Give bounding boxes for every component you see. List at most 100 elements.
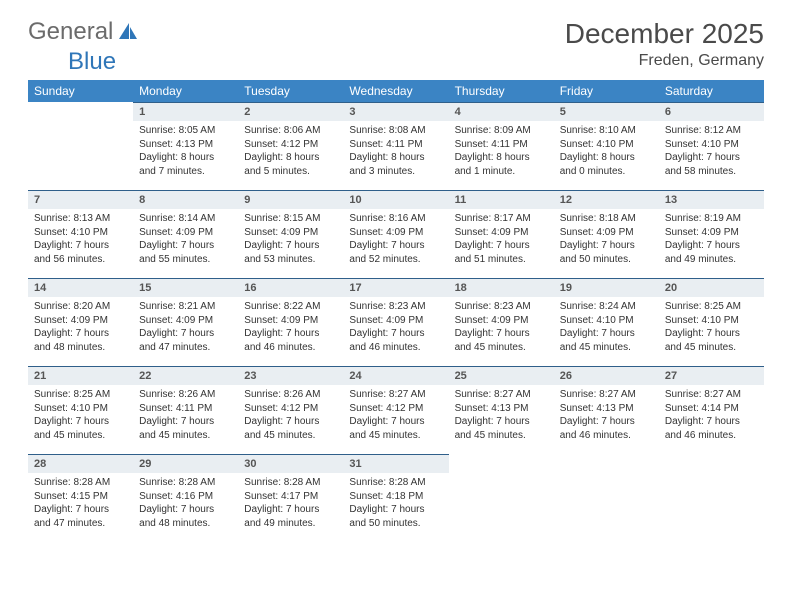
calendar-cell: 22 Sunrise: 8:26 AMSunset: 4:11 PMDayligh… — [133, 366, 238, 454]
sunset-line: Sunset: 4:09 PM — [139, 226, 232, 240]
day-number: 22 — [133, 366, 238, 385]
day-number: 6 — [659, 102, 764, 121]
day-body: Sunrise: 8:28 AMSunset: 4:17 PMDaylight:… — [238, 473, 343, 536]
calendar-cell: 29Sunrise: 8:28 AMSunset: 4:16 PMDayligh… — [133, 454, 238, 542]
calendar-cell: 27Sunrise: 8:27 AMSunset: 4:14 PMDayligh… — [659, 366, 764, 454]
calendar-cell: 0 — [449, 454, 554, 542]
daylight-line: Daylight: 7 hours and 48 minutes. — [139, 503, 232, 530]
day-number: 19 — [554, 278, 659, 297]
day-number: 8 — [133, 190, 238, 209]
calendar-row: 21Sunrise: 8:25 AMSunset: 4:10 PMDayligh… — [28, 366, 764, 454]
daylight-line: Daylight: 7 hours and 48 minutes. — [34, 327, 127, 354]
sunrise-line: Sunrise: 8:23 AM — [455, 300, 548, 314]
calendar-cell: 31Sunrise: 8:28 AMSunset: 4:18 PMDayligh… — [343, 454, 448, 542]
day-body: Sunrise: 8:28 AMSunset: 4:15 PMDaylight:… — [28, 473, 133, 536]
sunrise-line: Sunrise: 8:25 AM — [34, 388, 127, 402]
sunrise-line: Sunrise: 8:28 AM — [139, 476, 232, 490]
day-body: Sunrise: 8:28 AMSunset: 4:16 PMDaylight:… — [133, 473, 238, 536]
day-number: 25 — [449, 366, 554, 385]
calendar-cell: 11Sunrise: 8:17 AMSunset: 4:09 PMDayligh… — [449, 190, 554, 278]
day-number: 7 — [28, 190, 133, 209]
day-body: Sunrise: 8:27 AMSunset: 4:12 PMDaylight:… — [343, 385, 448, 448]
sunset-line: Sunset: 4:14 PM — [665, 402, 758, 416]
day-body: Sunrise: 8:17 AMSunset: 4:09 PMDaylight:… — [449, 209, 554, 272]
daylight-line: Daylight: 8 hours and 7 minutes. — [139, 151, 232, 178]
day-number: 12 — [554, 190, 659, 209]
sunset-line: Sunset: 4:16 PM — [139, 490, 232, 504]
col-friday: Friday — [554, 80, 659, 102]
sunset-line: Sunset: 4:11 PM — [455, 138, 548, 152]
calendar-row: 7Sunrise: 8:13 AMSunset: 4:10 PMDaylight… — [28, 190, 764, 278]
daylight-line: Daylight: 7 hours and 52 minutes. — [349, 239, 442, 266]
calendar-cell: 5Sunrise: 8:10 AMSunset: 4:10 PMDaylight… — [554, 102, 659, 190]
header: General December 2025 Freden, Germany — [28, 18, 764, 70]
day-number: 21 — [28, 366, 133, 385]
calendar-cell: 19Sunrise: 8:24 AMSunset: 4:10 PMDayligh… — [554, 278, 659, 366]
day-body: Sunrise: 8:27 AMSunset: 4:13 PMDaylight:… — [554, 385, 659, 448]
col-wednesday: Wednesday — [343, 80, 448, 102]
day-number: 17 — [343, 278, 448, 297]
day-body: Sunrise: 8:25 AMSunset: 4:10 PMDaylight:… — [659, 297, 764, 360]
sunrise-line: Sunrise: 8:14 AM — [139, 212, 232, 226]
calendar-cell: 18Sunrise: 8:23 AMSunset: 4:09 PMDayligh… — [449, 278, 554, 366]
col-monday: Monday — [133, 80, 238, 102]
sunrise-line: Sunrise: 8:28 AM — [349, 476, 442, 490]
col-tuesday: Tuesday — [238, 80, 343, 102]
sail-icon — [117, 21, 139, 43]
daylight-line: Daylight: 7 hours and 51 minutes. — [455, 239, 548, 266]
day-body: Sunrise: 8:27 AMSunset: 4:14 PMDaylight:… — [659, 385, 764, 448]
day-body: Sunrise: 8:23 AMSunset: 4:09 PMDaylight:… — [343, 297, 448, 360]
daylight-line: Daylight: 7 hours and 58 minutes. — [665, 151, 758, 178]
sunset-line: Sunset: 4:10 PM — [665, 138, 758, 152]
sunset-line: Sunset: 4:09 PM — [665, 226, 758, 240]
day-body: Sunrise: 8:20 AMSunset: 4:09 PMDaylight:… — [28, 297, 133, 360]
daylight-line: Daylight: 7 hours and 56 minutes. — [34, 239, 127, 266]
sunset-line: Sunset: 4:12 PM — [244, 402, 337, 416]
day-number: 29 — [133, 454, 238, 473]
sunrise-line: Sunrise: 8:21 AM — [139, 300, 232, 314]
sunrise-line: Sunrise: 8:26 AM — [244, 388, 337, 402]
daylight-line: Daylight: 7 hours and 50 minutes. — [349, 503, 442, 530]
day-number: 23 — [238, 366, 343, 385]
day-number: 3 — [343, 102, 448, 121]
sunset-line: Sunset: 4:11 PM — [139, 402, 232, 416]
sunset-line: Sunset: 4:10 PM — [560, 314, 653, 328]
calendar-cell: 0 — [554, 454, 659, 542]
location: Freden, Germany — [565, 52, 764, 70]
col-saturday: Saturday — [659, 80, 764, 102]
sunrise-line: Sunrise: 8:22 AM — [244, 300, 337, 314]
daylight-line: Daylight: 7 hours and 45 minutes. — [665, 327, 758, 354]
daylight-line: Daylight: 7 hours and 45 minutes. — [34, 415, 127, 442]
sunrise-line: Sunrise: 8:16 AM — [349, 212, 442, 226]
sunset-line: Sunset: 4:10 PM — [560, 138, 653, 152]
calendar-cell: 6Sunrise: 8:12 AMSunset: 4:10 PMDaylight… — [659, 102, 764, 190]
calendar-cell: 30Sunrise: 8:28 AMSunset: 4:17 PMDayligh… — [238, 454, 343, 542]
daylight-line: Daylight: 7 hours and 45 minutes. — [244, 415, 337, 442]
day-body: Sunrise: 8:05 AMSunset: 4:13 PMDaylight:… — [133, 121, 238, 184]
sunset-line: Sunset: 4:09 PM — [349, 314, 442, 328]
day-number: 18 — [449, 278, 554, 297]
sunrise-line: Sunrise: 8:20 AM — [34, 300, 127, 314]
daylight-line: Daylight: 7 hours and 45 minutes. — [349, 415, 442, 442]
day-body: Sunrise: 8:10 AMSunset: 4:10 PMDaylight:… — [554, 121, 659, 184]
brand-part1: General — [28, 18, 113, 46]
sunrise-line: Sunrise: 8:15 AM — [244, 212, 337, 226]
sunset-line: Sunset: 4:09 PM — [455, 314, 548, 328]
calendar-cell: 10Sunrise: 8:16 AMSunset: 4:09 PMDayligh… — [343, 190, 448, 278]
day-body: Sunrise: 8:12 AMSunset: 4:10 PMDaylight:… — [659, 121, 764, 184]
day-body: Sunrise: 8:19 AMSunset: 4:09 PMDaylight:… — [659, 209, 764, 272]
calendar-row: 14Sunrise: 8:20 AMSunset: 4:09 PMDayligh… — [28, 278, 764, 366]
day-body: Sunrise: 8:16 AMSunset: 4:09 PMDaylight:… — [343, 209, 448, 272]
daylight-line: Daylight: 7 hours and 45 minutes. — [139, 415, 232, 442]
sunrise-line: Sunrise: 8:12 AM — [665, 124, 758, 138]
sunrise-line: Sunrise: 8:27 AM — [665, 388, 758, 402]
sunset-line: Sunset: 4:10 PM — [34, 402, 127, 416]
calendar-cell: 23 Sunrise: 8:26 AMSunset: 4:12 PMDayligh… — [238, 366, 343, 454]
daylight-line: Daylight: 8 hours and 3 minutes. — [349, 151, 442, 178]
sunrise-line: Sunrise: 8:28 AM — [244, 476, 337, 490]
sunrise-line: Sunrise: 8:26 AM — [139, 388, 232, 402]
calendar-cell: 3Sunrise: 8:08 AMSunset: 4:11 PMDaylight… — [343, 102, 448, 190]
day-body: Sunrise: 8:21 AMSunset: 4:09 PMDaylight:… — [133, 297, 238, 360]
calendar-cell: 8Sunrise: 8:14 AMSunset: 4:09 PMDaylight… — [133, 190, 238, 278]
calendar-cell: 1Sunrise: 8:05 AMSunset: 4:13 PMDaylight… — [133, 102, 238, 190]
